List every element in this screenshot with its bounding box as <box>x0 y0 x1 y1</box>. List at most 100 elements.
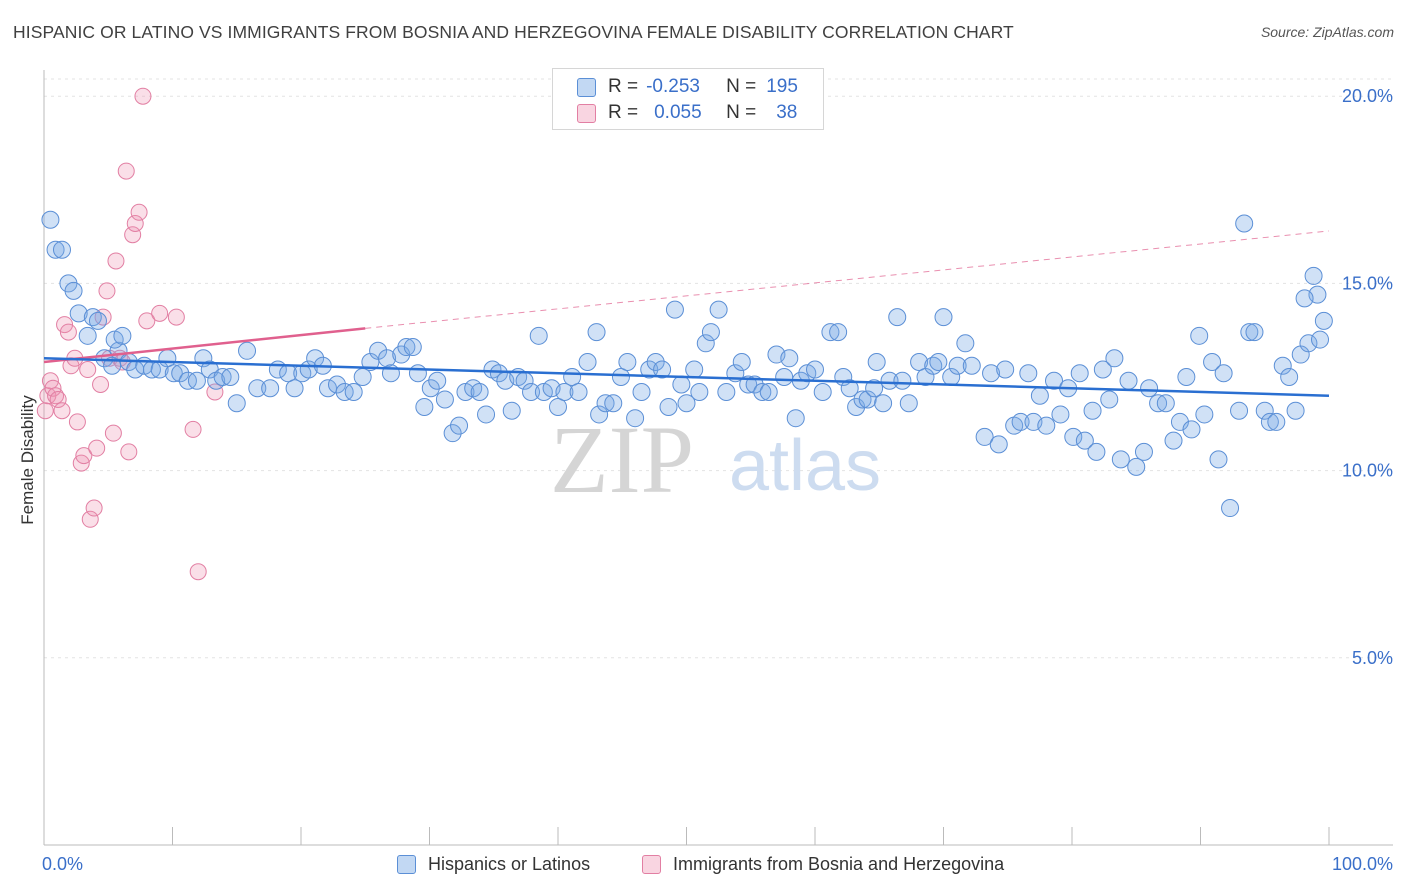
data-point-hispanic <box>421 379 440 398</box>
data-point-hispanic <box>1235 214 1254 233</box>
data-point-bosnia <box>126 215 144 233</box>
legend-n-value: 38 <box>776 102 798 123</box>
data-point-bosnia <box>94 308 112 326</box>
data-point-hispanic <box>1111 450 1130 469</box>
data-point-bosnia <box>92 375 110 393</box>
watermark: ZIP atlas <box>550 406 881 513</box>
legend-r-label: R = <box>608 76 639 97</box>
data-point-hispanic <box>1190 326 1209 345</box>
data-point-bosnia <box>49 390 67 408</box>
data-point-hispanic <box>780 349 799 368</box>
data-point-hispanic <box>1011 412 1030 431</box>
data-point-hispanic <box>1051 405 1070 424</box>
data-point-hispanic <box>989 435 1008 454</box>
data-point-hispanic <box>1164 431 1183 450</box>
data-point-hispanic <box>962 356 981 375</box>
data-point-hispanic <box>1203 353 1222 372</box>
data-point-hispanic <box>888 308 907 327</box>
data-point-bosnia <box>124 226 142 244</box>
bottom-legend-hispanics: Hispanics or Latinos <box>397 852 590 876</box>
data-point-hispanic <box>626 409 645 428</box>
legend-row-bosnia: R = 0.055 N = 38 <box>577 101 797 125</box>
legend-n-label: N = <box>726 76 757 97</box>
data-point-hispanic <box>821 323 840 342</box>
y-tick-label: 20.0% <box>1342 86 1393 106</box>
data-point-hispanic <box>653 360 672 379</box>
data-point-hispanic <box>982 364 1001 383</box>
data-point-hispanic <box>685 360 704 379</box>
data-point-hispanic <box>1045 371 1064 390</box>
data-point-hispanic <box>717 382 736 401</box>
data-point-bosnia <box>151 304 169 322</box>
data-point-hispanic <box>327 375 346 394</box>
data-point-hispanic <box>397 338 416 357</box>
data-point-hispanic <box>1255 401 1274 420</box>
x-tick-label: 0.0% <box>42 854 83 874</box>
data-point-hispanic <box>285 379 304 398</box>
bottom-legend-label: Immigrants from Bosnia and Herzegovina <box>673 853 1005 874</box>
data-point-hispanic <box>171 364 190 383</box>
trend-line-hispanics <box>43 357 1330 397</box>
data-point-hispanic <box>739 375 758 394</box>
data-point-hispanic <box>840 379 859 398</box>
data-point-hispanic <box>1087 442 1106 461</box>
data-point-hispanic <box>529 326 548 345</box>
data-point-bosnia <box>130 203 148 221</box>
bottom-legend-label: Hispanics or Latinos <box>428 853 591 874</box>
data-point-hispanic <box>996 360 1015 379</box>
data-point-hispanic <box>477 405 496 424</box>
correlation-legend: R = -0.253 N = 195 R = 0.055 N = 38 <box>552 68 824 130</box>
data-point-hispanic <box>1260 412 1279 431</box>
data-point-hispanic <box>164 364 183 383</box>
data-point-hispanic <box>522 382 541 401</box>
data-point-hispanic <box>786 409 805 428</box>
data-point-hispanic <box>318 379 337 398</box>
data-point-hispanic <box>690 382 709 401</box>
data-point-hispanic <box>1037 416 1056 435</box>
data-point-hispanic <box>1093 360 1112 379</box>
data-point-hispanic <box>1070 364 1089 383</box>
data-point-hispanic <box>1214 364 1233 383</box>
data-point-hispanic <box>549 397 567 416</box>
data-point-bosnia <box>107 252 125 270</box>
watermark-zip: ZIP <box>550 406 694 513</box>
legend-n-label: N = <box>726 102 757 123</box>
data-point-hispanic <box>248 379 267 398</box>
data-point-bosnia <box>36 402 54 420</box>
data-point-hispanic <box>353 368 372 387</box>
data-point-hispanic <box>596 394 615 413</box>
data-point-bosnia <box>98 282 116 300</box>
data-point-hispanic <box>590 405 609 424</box>
data-point-hispanic <box>1304 266 1323 285</box>
data-point-hispanic <box>880 371 899 390</box>
data-point-hispanic <box>813 382 832 401</box>
data-point-hispanic <box>665 300 684 319</box>
data-point-hispanic <box>1119 371 1138 390</box>
data-point-hispanic <box>1127 457 1146 476</box>
data-point-bosnia <box>75 447 93 465</box>
data-point-hispanic <box>677 394 696 413</box>
data-point-bosnia <box>134 87 152 105</box>
data-point-hispanic <box>853 390 872 409</box>
data-point-hispanic <box>1019 364 1038 383</box>
data-point-bosnia <box>81 510 99 528</box>
data-point-hispanic <box>732 353 751 372</box>
data-point-hispanic <box>934 308 953 327</box>
data-point-hispanic <box>1221 499 1240 518</box>
data-point-hispanic <box>1177 368 1196 387</box>
data-point-hispanic <box>858 390 877 409</box>
bottom-legend-swatch-blue <box>397 854 416 874</box>
bottom-legend-bosnia: Immigrants from Bosnia and Herzegovina <box>642 852 1004 876</box>
data-point-hispanic <box>1209 450 1228 469</box>
data-point-bosnia <box>189 563 207 581</box>
data-point-hispanic <box>1245 323 1264 342</box>
data-point-hispanic <box>775 368 794 387</box>
legend-n-value: 195 <box>766 76 798 97</box>
data-point-hispanic <box>369 341 388 360</box>
data-point-hispanic <box>435 390 454 409</box>
data-point-hispanic <box>1286 401 1305 420</box>
data-point-bosnia <box>88 439 106 457</box>
data-point-hispanic <box>929 353 948 372</box>
series-hispanics-points <box>41 210 1333 518</box>
